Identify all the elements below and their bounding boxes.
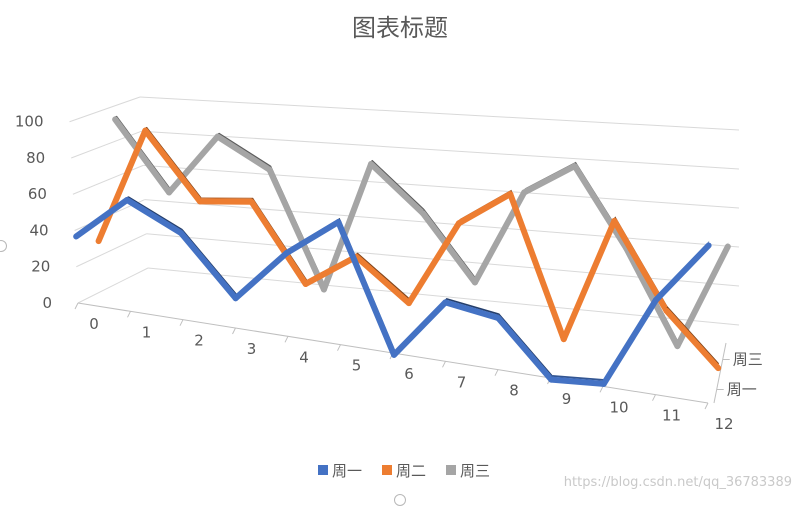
gridline	[142, 131, 739, 169]
x-tick	[653, 395, 656, 401]
x-tick	[128, 311, 131, 317]
plot-area[interactable]	[76, 116, 728, 384]
series-segment	[169, 137, 217, 193]
legend-item-1[interactable]: 周一	[318, 462, 362, 480]
gridlines	[70, 97, 739, 325]
series-3	[115, 116, 729, 346]
series-segment	[371, 164, 423, 213]
gridline	[73, 165, 143, 194]
series-segment	[551, 380, 603, 384]
series-segment	[656, 245, 709, 300]
legend[interactable]: 周一 周二 周三	[318, 462, 490, 480]
x-tick	[233, 328, 236, 334]
x-tick	[705, 403, 708, 409]
gridline	[70, 97, 140, 122]
legend-item-2[interactable]: 周二	[382, 462, 426, 480]
y-tick-label: 80	[26, 149, 45, 167]
series-segment	[459, 194, 510, 223]
legend-item-3[interactable]: 周三	[446, 462, 490, 480]
depth-axis-label: 周三	[733, 351, 763, 369]
gridline	[140, 97, 739, 130]
series-segment	[338, 222, 394, 355]
series-segment	[409, 223, 459, 303]
series-segment	[99, 131, 146, 241]
x-tick-label: 6	[404, 365, 414, 383]
x-tick	[495, 370, 498, 376]
chart-title: 图表标题	[352, 14, 448, 42]
series-segment	[236, 253, 287, 298]
series-segment	[181, 233, 236, 298]
x-tick-label: 12	[714, 415, 733, 433]
x-tick	[443, 361, 446, 367]
depth-axis-label: 周一	[727, 381, 757, 399]
y-tick-label: 100	[15, 113, 44, 131]
series-segment	[524, 166, 575, 192]
series-segment	[445, 302, 498, 318]
x-tick	[285, 336, 288, 342]
series-segment	[127, 200, 181, 233]
legend-label: 周三	[460, 462, 490, 480]
legend-label: 周一	[332, 462, 362, 480]
y-tick-label: 20	[31, 258, 50, 276]
legend-swatch	[446, 465, 456, 475]
x-tick-label: 5	[352, 357, 362, 375]
series-ribbon-side	[356, 253, 410, 301]
resize-handle-bottom[interactable]	[394, 494, 406, 506]
x-tick-label: 11	[662, 407, 681, 425]
x-tick-label: 2	[194, 332, 204, 350]
x-tick-label: 10	[609, 398, 628, 416]
legend-swatch	[318, 465, 328, 475]
series-segment	[394, 302, 445, 354]
x-tick-label: 0	[89, 315, 99, 333]
y-tick-label: 0	[42, 294, 52, 312]
legend-label: 周二	[396, 462, 426, 480]
series-segment	[564, 221, 615, 339]
x-tick	[338, 345, 341, 351]
depth-axis-line	[714, 343, 726, 403]
x-tick-label: 7	[457, 373, 467, 391]
x-tick	[75, 303, 78, 309]
x-tick-label: 9	[562, 390, 572, 408]
y-tick-label: 60	[28, 185, 47, 203]
x-tick	[180, 320, 183, 326]
gridline	[76, 234, 146, 267]
x-tick-label: 4	[299, 348, 309, 366]
series-segment	[498, 318, 551, 380]
series-segment	[218, 137, 270, 170]
x-tick-label: 3	[247, 340, 257, 358]
x-tick-label: 8	[509, 382, 519, 400]
legend-swatch	[382, 465, 392, 475]
x-tick-label: 1	[142, 323, 152, 341]
x-tick	[600, 386, 603, 392]
series-segment	[252, 202, 306, 284]
gridline	[78, 268, 148, 303]
series-ribbon-side	[127, 196, 183, 230]
y-tick-label: 40	[30, 221, 49, 239]
watermark-text: https://blog.csdn.net/qq_36783389	[564, 475, 792, 490]
